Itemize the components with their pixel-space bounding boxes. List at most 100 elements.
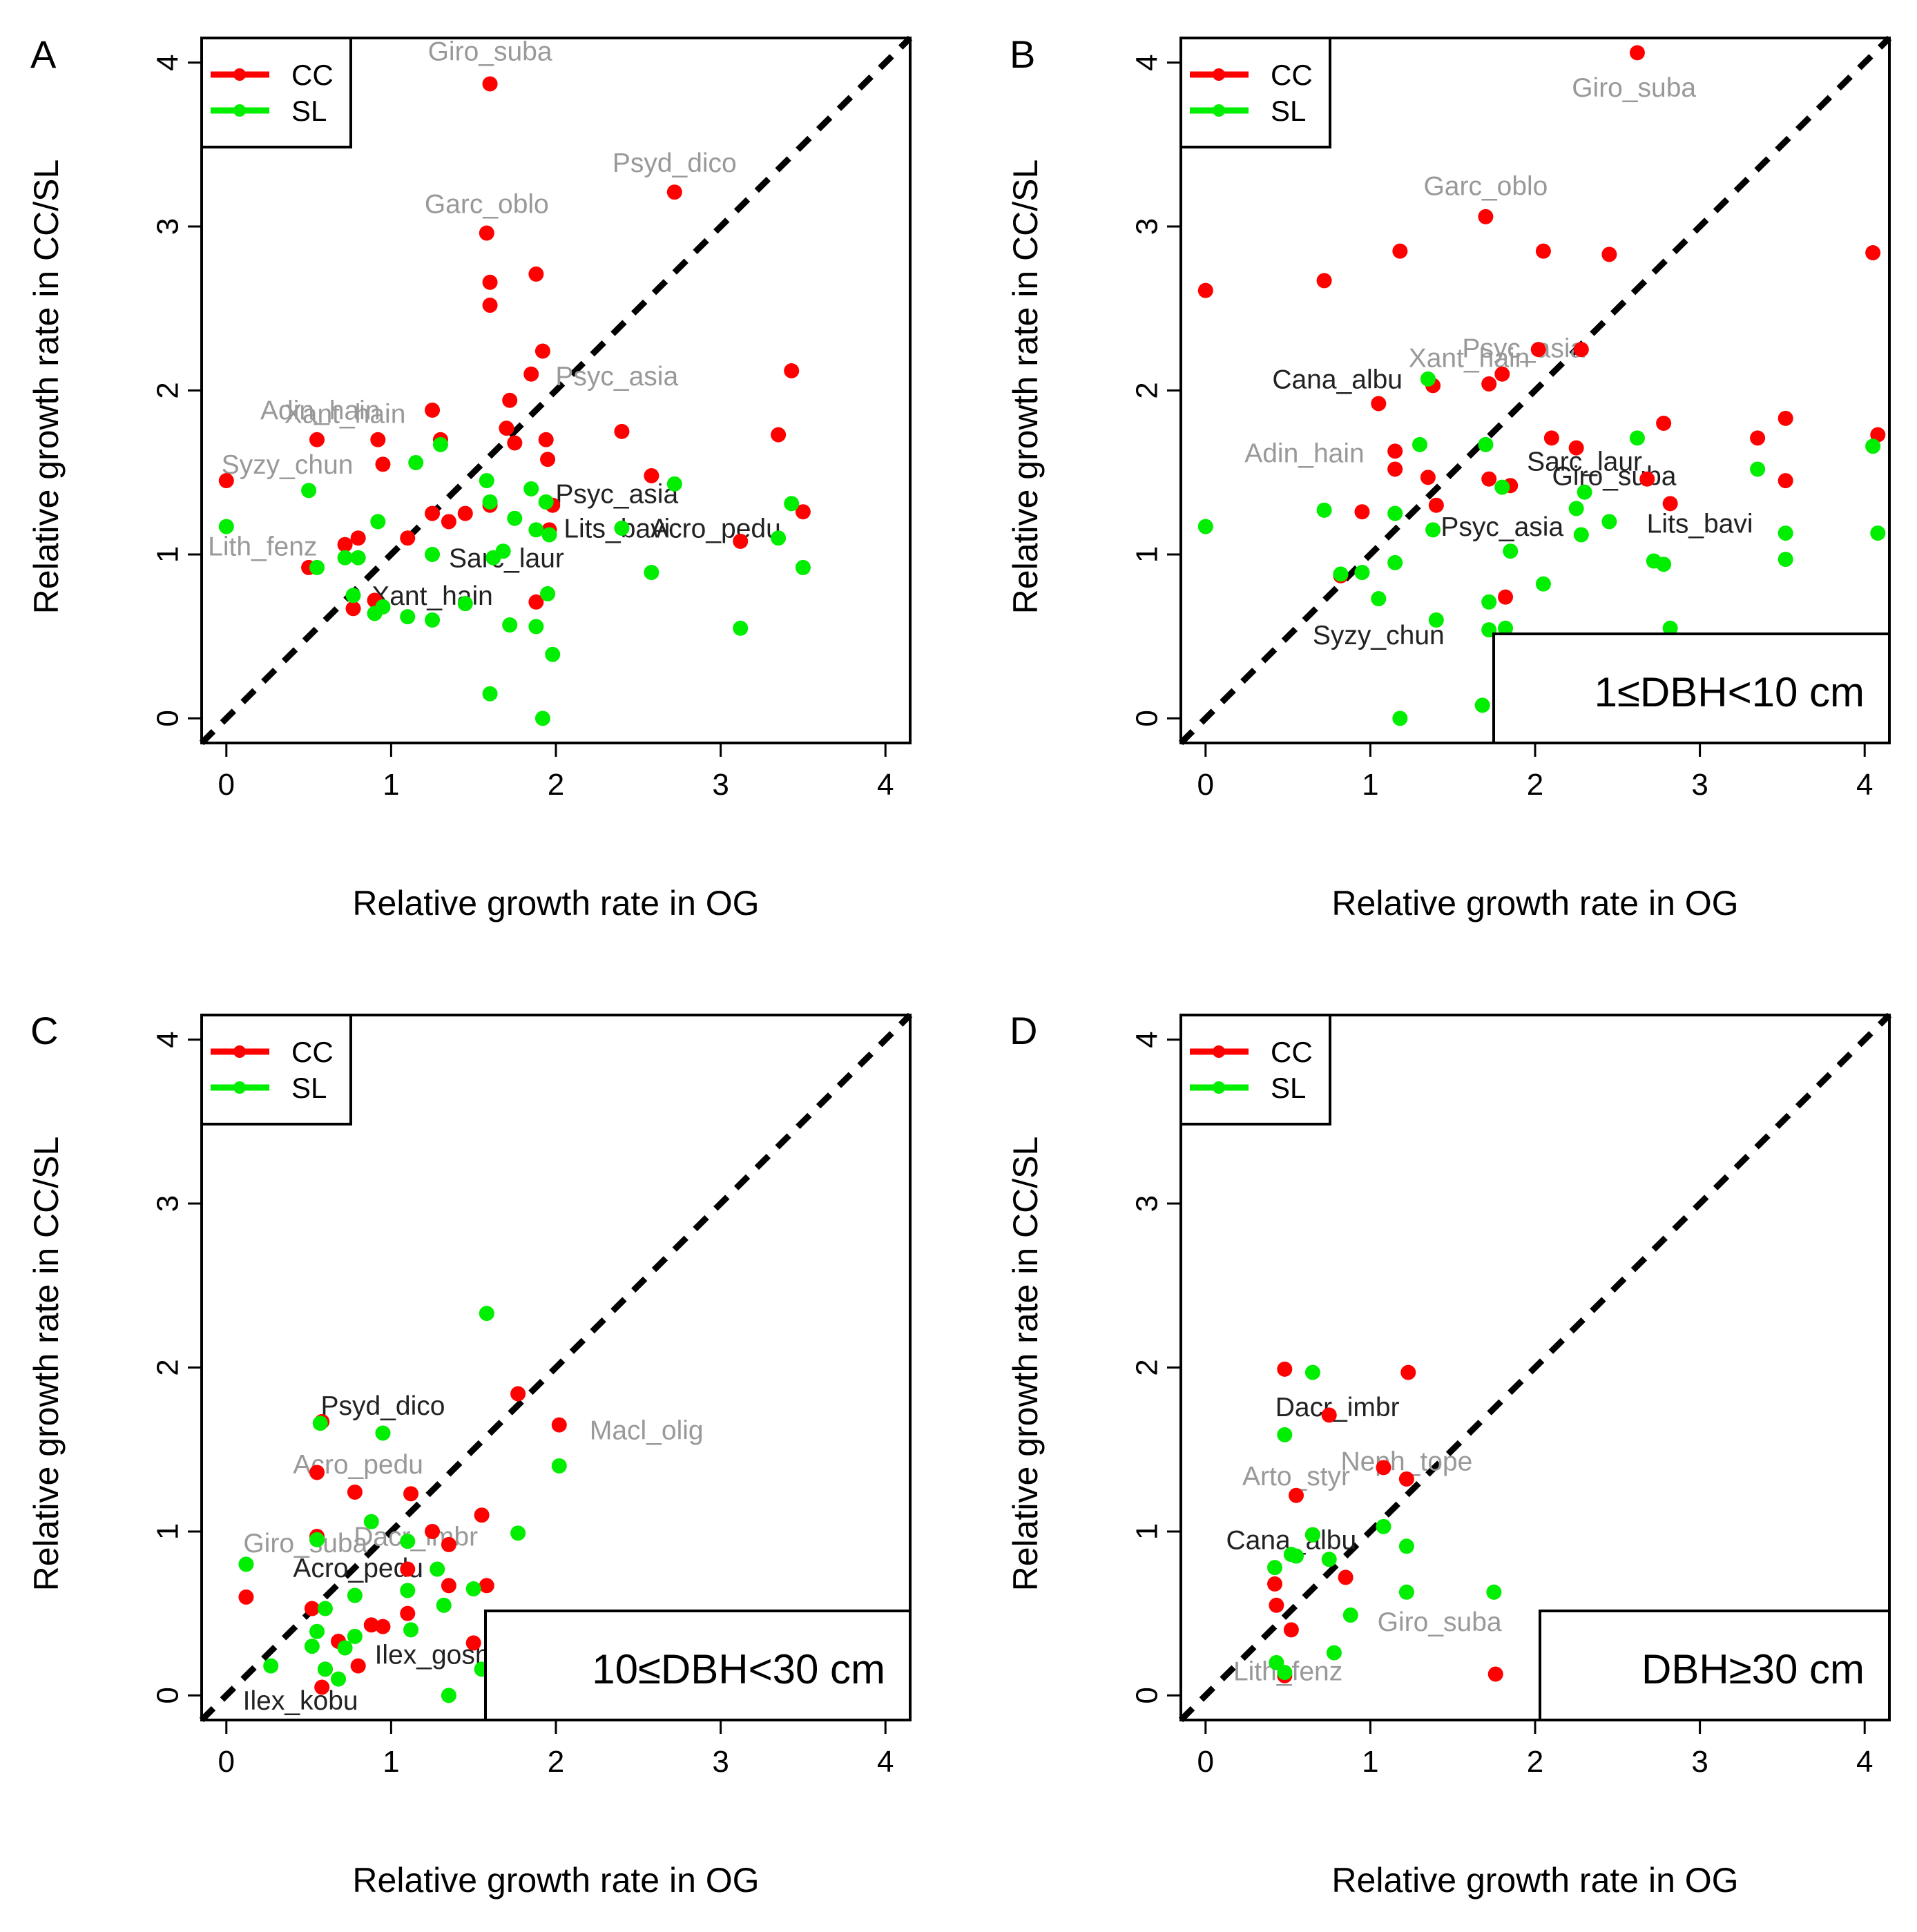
sl-point [1486, 1584, 1502, 1600]
x-axis-label: Relative growth rate in OG [1331, 884, 1738, 922]
sl-point [1629, 430, 1645, 446]
species-label: Syzy_chun [1313, 621, 1445, 650]
sl-point [317, 1601, 333, 1616]
cc-point [218, 473, 234, 489]
species-label: Giro_suba [428, 37, 552, 67]
sl-point [363, 1514, 379, 1529]
sl-point [1387, 505, 1403, 521]
sl-point [425, 612, 441, 628]
sl-point [495, 543, 511, 559]
sl-point [1577, 484, 1592, 500]
sl-point [551, 1458, 567, 1474]
legend-cc-marker [233, 1045, 246, 1058]
cc-point [771, 427, 787, 443]
sl-point [644, 565, 659, 581]
subset-box [1492, 632, 1891, 744]
sl-point [541, 527, 557, 543]
sl-point [301, 483, 317, 499]
species-label: Adin_hain [1244, 438, 1364, 468]
sl-point [1535, 576, 1551, 592]
sl-point [1333, 566, 1349, 582]
y-tick-label: 3 [151, 1195, 184, 1212]
legend-sl-label: SL [1271, 1072, 1306, 1104]
species-label: Psyd_dico [320, 1391, 445, 1421]
sl-point [1865, 438, 1881, 454]
cc-point [1371, 396, 1387, 412]
sl-point [528, 522, 544, 538]
subset-label: DBH≥30 cm [1641, 1646, 1865, 1692]
subset-box [1539, 1610, 1891, 1721]
cc-point [733, 533, 749, 549]
cc-point [304, 1601, 320, 1616]
legend-cc-label: CC [291, 59, 334, 91]
sl-point [337, 1640, 353, 1656]
sl-point [482, 686, 498, 702]
y-tick-label: 0 [1130, 710, 1164, 726]
one-to-one-line [199, 35, 913, 746]
sl-point [465, 1581, 481, 1597]
x-tick-label: 2 [548, 768, 564, 802]
sl-point [1289, 1548, 1304, 1564]
cc-point [1543, 430, 1559, 446]
sl-point [1392, 711, 1408, 726]
cc-point [1639, 471, 1655, 487]
sl-point [1267, 1560, 1283, 1576]
cc-point [551, 1417, 567, 1433]
x-tick-label: 3 [712, 768, 729, 802]
sl-point [1778, 552, 1793, 568]
species-label: Psyc_asia [1462, 334, 1585, 363]
cc-point [314, 1679, 330, 1695]
cc-point [370, 432, 386, 447]
sl-point [1425, 522, 1441, 538]
panel-letter: B [1010, 32, 1035, 76]
x-tick-label: 4 [1856, 1745, 1873, 1779]
sl-point [1398, 1538, 1414, 1554]
legend-cc-label: CC [1271, 1036, 1313, 1068]
legend-sl-label: SL [1271, 95, 1306, 127]
cc-point [1750, 430, 1766, 446]
sl-point [347, 1628, 363, 1644]
y-axis-label: Relative growth rate in CC/SL [27, 1137, 66, 1592]
x-tick-label: 1 [1362, 768, 1378, 802]
species-label: Psyc_asia [555, 362, 678, 392]
species-label: Giro_suba [1378, 1607, 1502, 1637]
cc-point [1277, 1361, 1293, 1377]
cc-point [479, 225, 494, 241]
y-tick-label: 2 [1130, 382, 1164, 398]
x-tick-label: 3 [1691, 768, 1708, 802]
cc-point [350, 530, 366, 546]
subset-box [484, 1610, 912, 1721]
sl-point [1412, 436, 1427, 452]
sl-point [370, 514, 386, 530]
legend-cc-marker [233, 68, 246, 81]
cc-point [1283, 1622, 1299, 1638]
y-tick-label: 4 [151, 54, 184, 70]
sl-point [430, 1561, 445, 1577]
sl-point [1326, 1645, 1342, 1661]
y-tick-label: 2 [151, 1359, 184, 1375]
cc-point [1398, 1471, 1414, 1487]
species-label: Cana_albu [1272, 365, 1403, 395]
cc-point [1197, 282, 1213, 298]
species-label: Garc_oblo [425, 189, 549, 219]
x-tick-label: 4 [1856, 768, 1873, 802]
panel-c: 0011223344Psyd_dicoMacl_oligAcro_peduGir… [27, 1009, 913, 1900]
cc-point [345, 601, 361, 617]
legend-box [200, 1014, 352, 1126]
legend-sl-marker [233, 104, 246, 117]
sl-point [263, 1658, 279, 1674]
sl-point [1494, 479, 1510, 495]
species-label: Xant_hain [1409, 344, 1530, 374]
species-label: Xant_hain [285, 399, 406, 429]
sl-point [304, 1639, 320, 1654]
cc-point [540, 452, 556, 467]
x-axis-label: Relative growth rate in OG [352, 1861, 759, 1900]
cc-point [347, 1484, 363, 1500]
sl-point [1398, 1584, 1414, 1600]
sl-point [510, 1525, 526, 1541]
panel-b: 0011223344Giro_subaGarc_obloPsyc_asiaXan… [1006, 32, 1892, 922]
sl-point [1277, 1427, 1293, 1442]
sl-point [375, 599, 391, 615]
cc-point [1321, 1407, 1337, 1423]
sl-point [1371, 591, 1387, 607]
